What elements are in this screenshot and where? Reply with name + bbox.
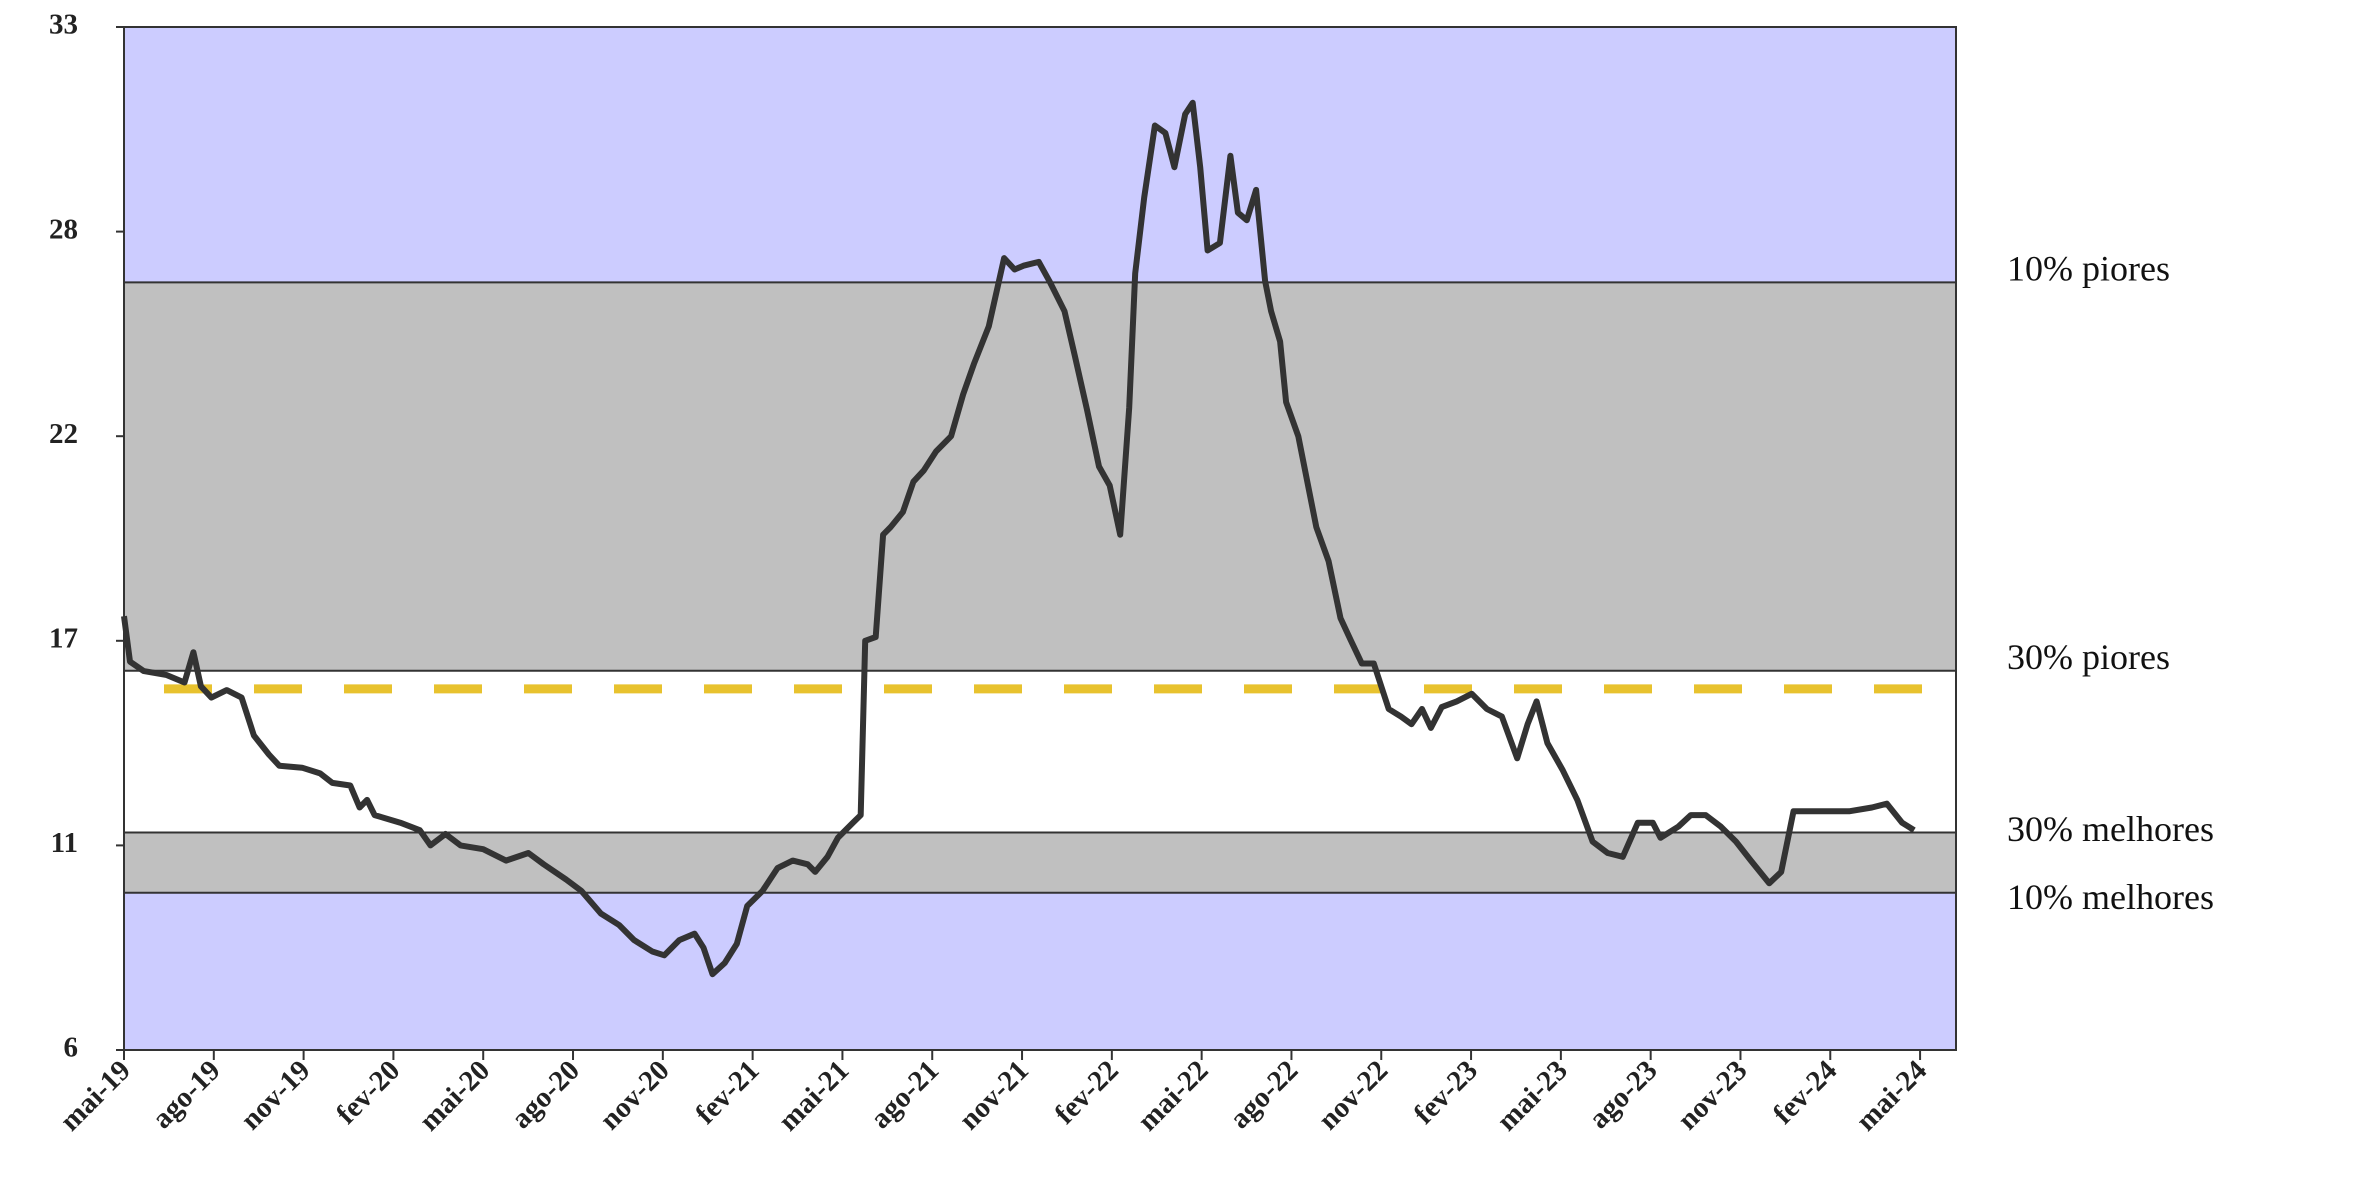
x-tick-label: ago-19 xyxy=(146,1054,227,1135)
zone xyxy=(124,282,1956,671)
y-tick-label: 11 xyxy=(51,827,78,859)
y-tick-label: 22 xyxy=(49,418,78,450)
x-tick-label: ago-21 xyxy=(864,1054,945,1135)
x-tick-label: mai-22 xyxy=(1132,1054,1215,1137)
x-tick-label: mai-23 xyxy=(1491,1054,1574,1137)
x-tick-label: mai-24 xyxy=(1850,1054,1933,1137)
x-tick-label: fev-22 xyxy=(1049,1054,1125,1130)
y-tick-label: 6 xyxy=(64,1032,79,1064)
plot-frame xyxy=(123,26,1957,1051)
x-tick-label: nov-19 xyxy=(235,1054,317,1136)
zone xyxy=(124,670,1956,833)
y-tick-label: 28 xyxy=(49,213,78,245)
x-tick-label: fev-21 xyxy=(689,1054,765,1130)
data-line xyxy=(121,99,1916,978)
x-tick-label: fev-24 xyxy=(1767,1054,1843,1130)
x-tick-label: nov-21 xyxy=(953,1054,1035,1136)
x-tick-label: ago-23 xyxy=(1583,1054,1664,1135)
x-tick-label: nov-23 xyxy=(1672,1054,1754,1136)
x-tick-label: mai-19 xyxy=(54,1054,137,1137)
x-tick-label: ago-22 xyxy=(1224,1054,1305,1135)
zone xyxy=(124,27,1956,283)
y-tick-label: 33 xyxy=(49,9,78,41)
zone xyxy=(124,892,1956,1050)
zone xyxy=(124,832,1956,893)
x-tick-label: nov-20 xyxy=(594,1054,676,1136)
y-tick-label: 17 xyxy=(49,622,78,654)
x-tick-label: nov-22 xyxy=(1312,1054,1394,1136)
reference-label: 30% piores xyxy=(2007,637,2170,677)
reference-label: 10% piores xyxy=(2007,249,2170,289)
reference-label: 30% melhores xyxy=(2007,809,2214,849)
reference-label: 10% melhores xyxy=(2007,877,2214,917)
x-tick-label: fev-20 xyxy=(330,1054,406,1130)
x-tick-label: ago-20 xyxy=(505,1054,586,1135)
x-tick-label: fev-23 xyxy=(1408,1054,1484,1130)
x-tick-label: mai-21 xyxy=(772,1054,855,1137)
x-tick-label: mai-20 xyxy=(413,1054,496,1137)
